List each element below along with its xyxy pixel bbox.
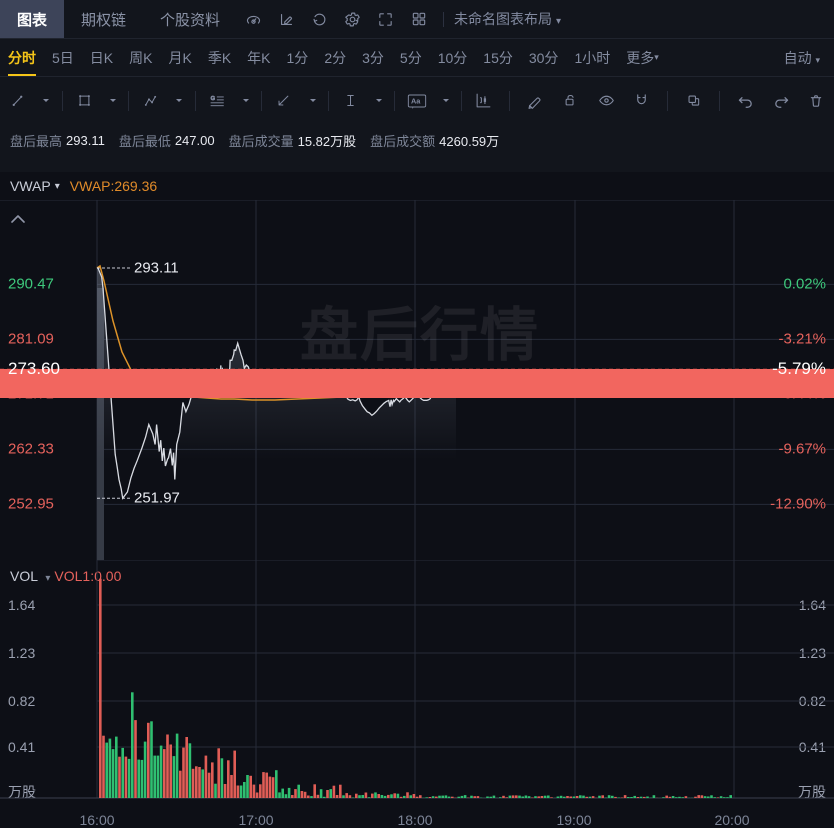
svg-text:293.11: 293.11: [134, 260, 179, 277]
svg-text:251.97: 251.97: [134, 490, 180, 507]
svg-text:Aa: Aa: [411, 96, 421, 105]
svg-text:G: G: [210, 96, 214, 102]
